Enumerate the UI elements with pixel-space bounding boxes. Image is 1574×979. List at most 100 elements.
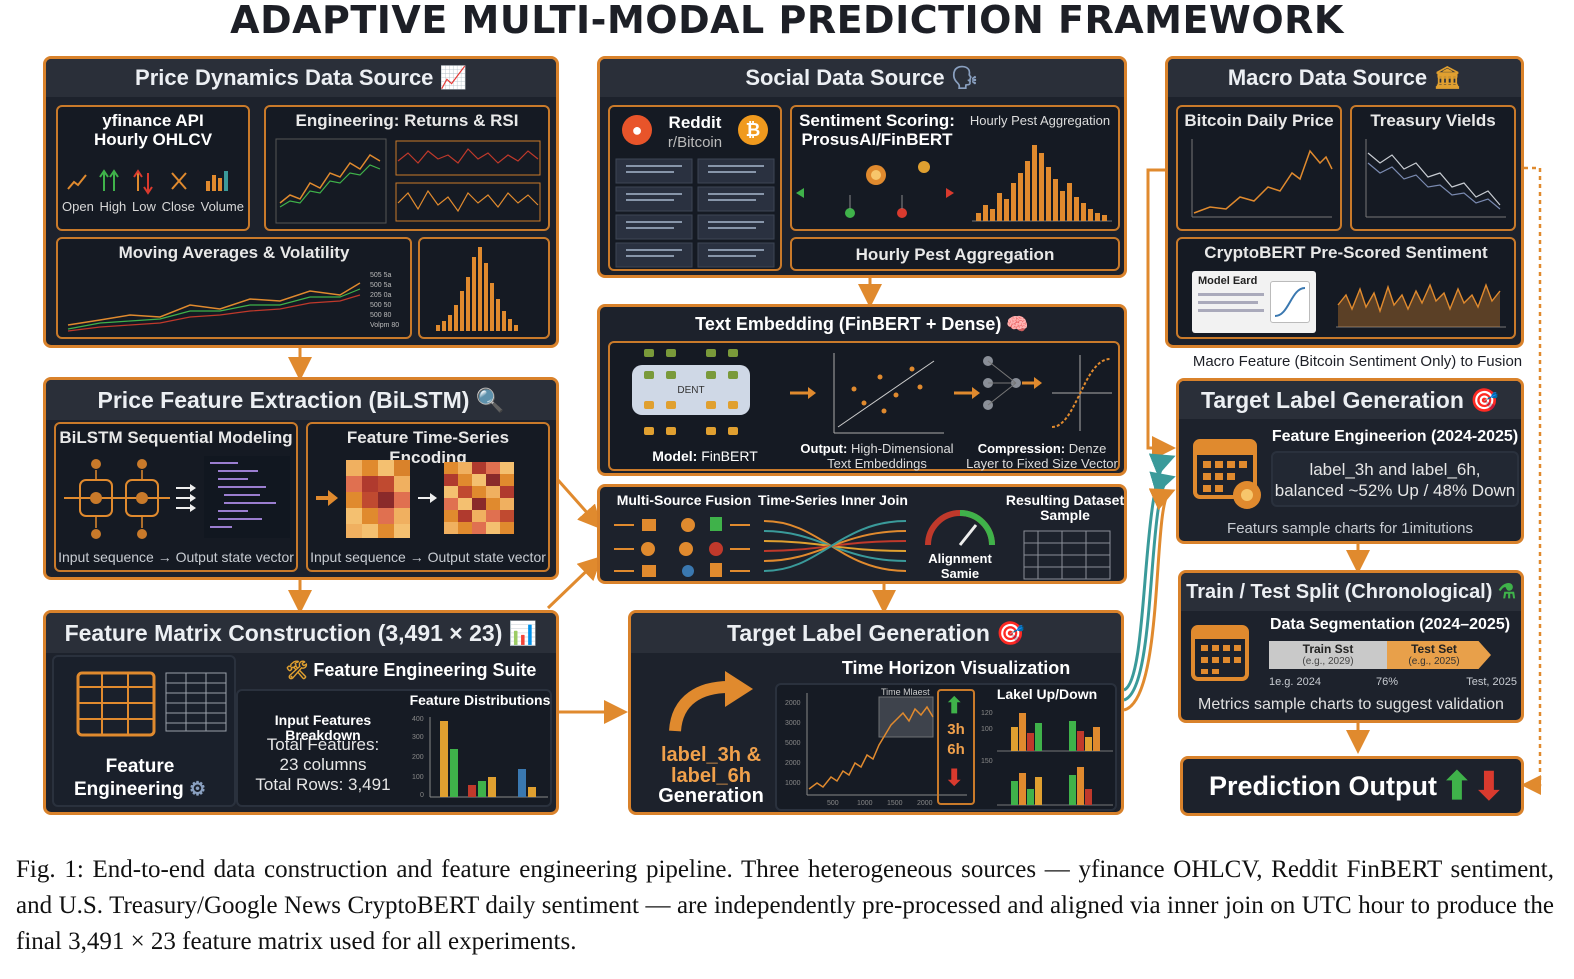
embedding-arrow-2	[954, 387, 980, 399]
reddit-box: ● Reddit r/Bitcoin ₿	[608, 105, 782, 271]
gear-icon: ⚙	[183, 779, 207, 800]
moving-averages-box: Moving Averages & Volatility 505 5a 500 5…	[56, 237, 412, 339]
sentiment-scoring-title: Sentiment Scoring: ProsusAI/FinBERT	[799, 111, 955, 149]
hourly-aggregation-label: Hourly Pest Aggregation	[855, 245, 1055, 264]
tick-left: 1e.g. 2024	[1269, 676, 1321, 688]
speaking-head-icon: 🗣	[950, 65, 979, 90]
fusion-panel: Multi-Source Fusion Time-Series Inner Jo…	[597, 484, 1127, 584]
target-center-title: Target Label Generation 🎯	[631, 613, 1121, 653]
multi-source-title: Multi-Source Fusion	[616, 492, 752, 508]
model-card-title: Model Eard	[1198, 275, 1258, 287]
horizon-title: Time Horizon Visualization	[841, 658, 1071, 678]
target-right-panel: Target Label Generation 🎯 Feature Engine…	[1176, 378, 1524, 544]
sentiment-scoring-box: Sentiment Scoring: ProsusAI/FinBERT Hour…	[790, 105, 1120, 231]
returns-histogram	[436, 247, 518, 331]
treasury-title: Treasury Vields	[1370, 111, 1496, 130]
text-embedding-panel: Text Embedding (FinBERT + Dense) 🧠 DENT …	[597, 304, 1127, 476]
reddit-posts	[615, 158, 775, 268]
svg-text:300: 300	[412, 734, 424, 741]
open-icon	[67, 174, 87, 190]
arrow-bilstm-to-fusion	[556, 479, 602, 530]
treasury-box: Treasury Vields	[1350, 105, 1516, 231]
svg-text:100: 100	[412, 774, 424, 781]
svg-text:500 80: 500 80	[370, 312, 392, 319]
svg-text:150: 150	[981, 758, 993, 765]
generation-text: Generation	[658, 785, 764, 807]
svg-text:5000: 5000	[785, 740, 801, 747]
horizon-box: 2000 3000 5000 2000 1000 500 1000 1500 2000 Time…	[775, 683, 1117, 811]
returns-rsi-charts	[275, 138, 541, 224]
bitcoin-icon: ₿	[738, 115, 768, 145]
ohlcv-volume: Volume	[200, 199, 244, 214]
magnifier-icon: 🔍	[475, 387, 505, 413]
table-grid-icon	[76, 671, 156, 737]
target-right-footer: Featurs sample charts for 1imitutions	[1227, 520, 1473, 537]
features-breakdown-box: Input Features Breakdown Total Features:…	[236, 689, 552, 807]
calendar-icon	[1193, 439, 1261, 509]
mini-table-icon	[165, 672, 227, 732]
alignment-gauge-icon	[925, 510, 995, 546]
dataset-sample-title: Resulting Dataset Sample	[1005, 492, 1125, 523]
test-segment: Test Set (e.g., 2025)	[1387, 641, 1491, 669]
social-source-panel: Social Data Source 🗣 ● Reddit r/Bitcoin …	[597, 56, 1127, 278]
hourly-aggregation-box: Hourly Pest Aggregation	[790, 237, 1120, 271]
bar-chart-icon: 📊	[508, 620, 538, 646]
hourly-aggregation-chart	[972, 145, 1112, 222]
bank-icon: 🏛	[1433, 65, 1462, 90]
target-right-title: Target Label Generation 🎯	[1179, 381, 1521, 419]
high-icon	[99, 169, 119, 191]
svg-text:500 5a: 500 5a	[370, 282, 392, 289]
close-icon	[171, 172, 187, 190]
horizon-arrows: ⬆ 3h 6h ⬇	[937, 689, 975, 805]
figure-caption: Fig. 1: End-to-end data construction and…	[16, 856, 1554, 955]
horizon-price-chart: 2000 3000 5000 2000 1000 500 1000 1500 2000 Time…	[785, 687, 967, 807]
connector-layer	[288, 166, 1542, 795]
text-embedding-title: Text Embedding (FinBERT + Dense) 🧠	[695, 314, 1029, 334]
feature-engineering-label: Feature Engineering ⚙	[73, 756, 207, 800]
svg-text:200: 200	[412, 754, 424, 761]
alignment-label: Alignment Samie	[928, 551, 992, 581]
target-icon: 🎯	[996, 620, 1025, 646]
bilstm-box: BiLSTM Sequential Modeling Input sequenc…	[54, 422, 298, 572]
sentiment-scale	[796, 161, 954, 218]
encoding-box: Feature Time-Series Encoding	[306, 422, 550, 572]
svg-text:1000: 1000	[857, 800, 873, 807]
reddit-subreddit: r/Bitcoin	[667, 134, 723, 151]
embedding-inner: DENT Model: FinBERT Output: High-Dimensi…	[608, 341, 1120, 471]
engineering-title: Engineering: Returns & RSI	[295, 111, 519, 130]
reddit-title: Reddit	[668, 113, 722, 132]
h6-label: 6h	[947, 741, 965, 758]
price-dynamics-panel: Price Dynamics Data Source 📈 yfinance AP…	[43, 56, 559, 348]
brain-icon: 🧠	[1006, 314, 1029, 334]
svg-text:400: 400	[412, 716, 424, 723]
test-sub: (e.g., 2025)	[1408, 656, 1460, 667]
ohlcv-low: Low	[132, 199, 156, 214]
tick-right: Test, 2025	[1466, 676, 1517, 688]
total-features: Total Features:	[266, 735, 380, 754]
arrow-matrix-to-fusion	[546, 555, 603, 610]
split-panel: Train / Test Split (Chronological) ⚗ Dat…	[1178, 570, 1524, 723]
finbert-model-diagram: DENT	[632, 349, 750, 435]
arrow-down-icon: ⬇	[945, 765, 964, 790]
train-sub: (e.g., 2029)	[1302, 656, 1354, 667]
macro-source-title: Macro Data Source 🏛	[1168, 59, 1521, 97]
ohlcv-labels: Open High Low Close Volume	[62, 199, 244, 214]
embedding-scatter	[833, 353, 944, 434]
bilstm-title: BiLSTM Sequential Modeling	[59, 428, 293, 447]
arrow-macro-to-target	[1146, 168, 1176, 460]
macro-source-panel: Macro Data Source 🏛 Bitcoin Daily Price …	[1165, 56, 1524, 348]
svg-text:Volpm 80: Volpm 80	[370, 322, 399, 329]
label-gen-text: label_3h & label_6h	[660, 744, 762, 787]
macro-feature-caption: Macro Feature (Bitcoin Sentiment Only) t…	[1192, 353, 1523, 370]
cryptobert-title: CryptoBERT Pre-Scored Sentiment	[1204, 243, 1488, 262]
bilstm-diagram	[64, 456, 290, 539]
encoding-caption: Input sequence → Output state vector	[310, 549, 546, 565]
svg-text:2000: 2000	[917, 800, 933, 807]
svg-text:100: 100	[981, 726, 993, 733]
engineering-box: Engineering: Returns & RSI	[264, 105, 550, 231]
total-columns: 23 columns	[279, 755, 367, 774]
h3-label: 3h	[947, 721, 965, 738]
distributions-title: Feature Distributions	[409, 692, 551, 708]
dent-label: DENT	[677, 385, 704, 396]
compression-caption: Compression: Denze Layer to Fixed Size V…	[966, 441, 1118, 471]
